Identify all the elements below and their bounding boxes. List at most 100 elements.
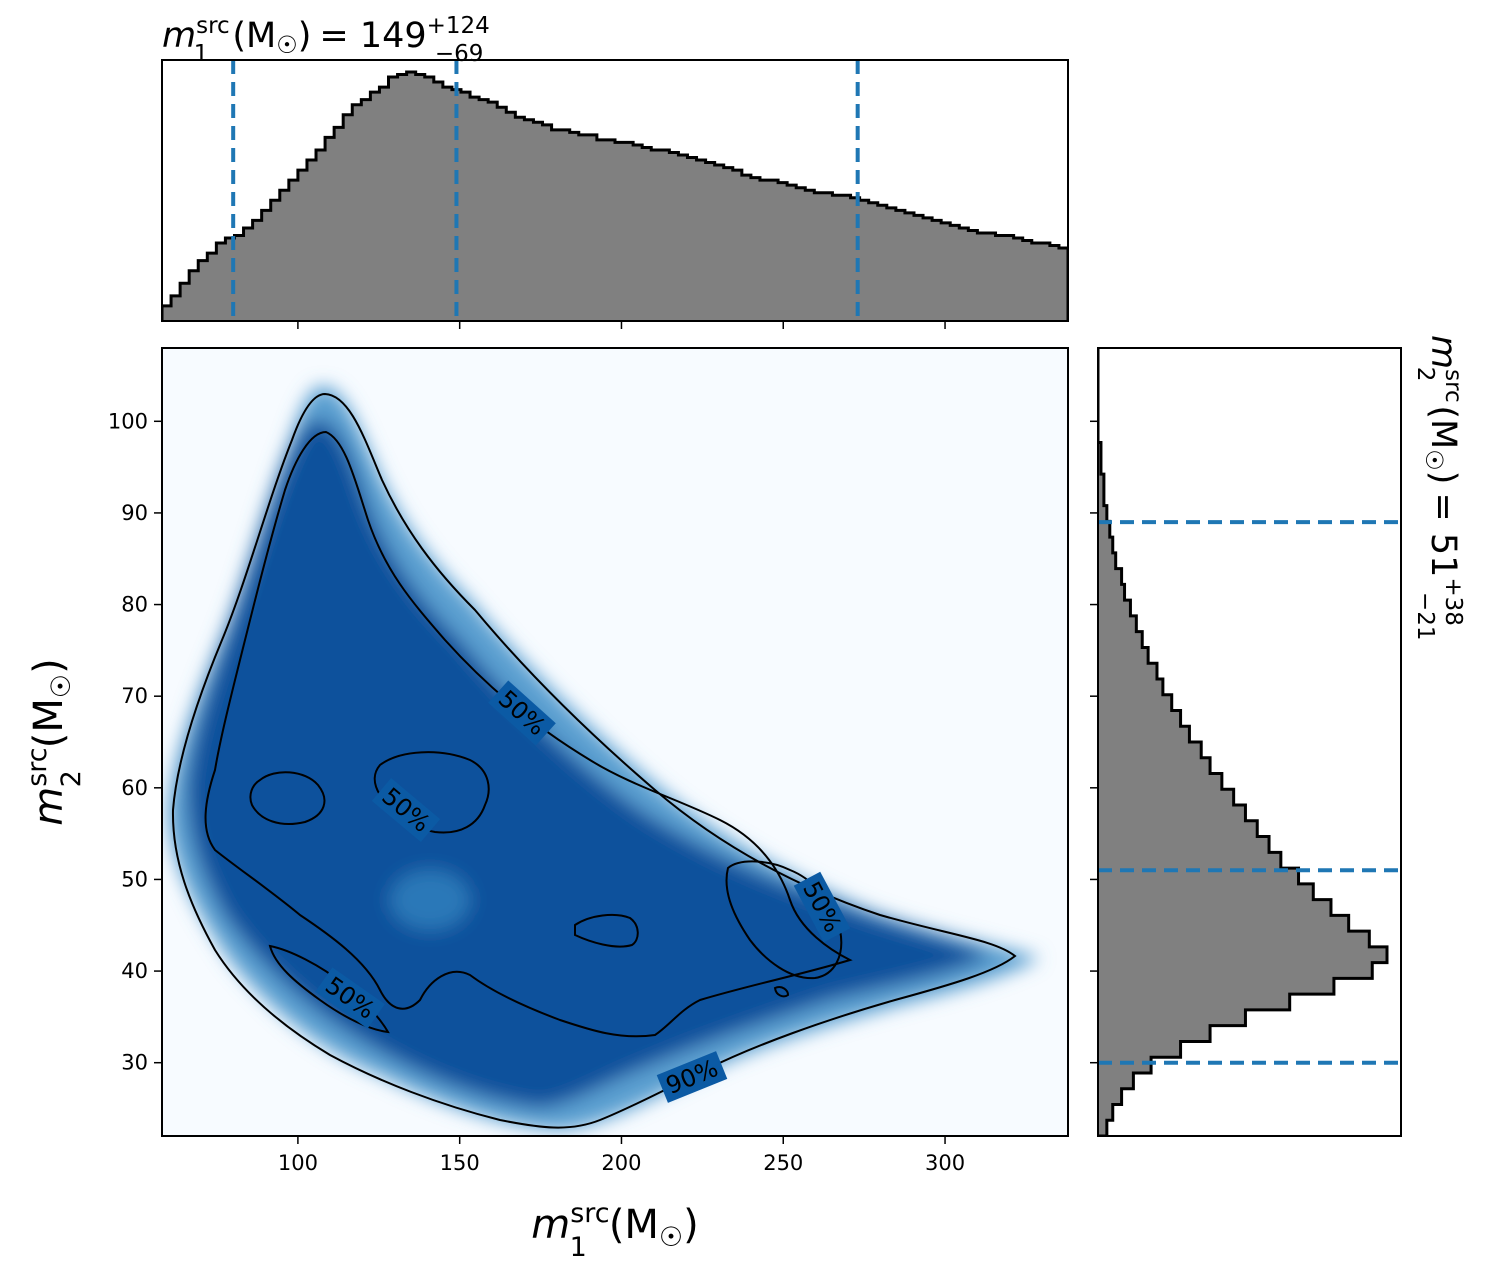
- m2-hist-bar: [1098, 1025, 1211, 1042]
- m1-hist-bar: [1040, 243, 1051, 321]
- m1-hist-bar: [669, 152, 679, 321]
- m1-hist-bar: [207, 253, 217, 321]
- m1-hist-bar: [596, 139, 607, 321]
- m2-hist-bar: [1098, 962, 1373, 979]
- m2-hist-bar: [1098, 615, 1137, 633]
- m1-hist-bar: [977, 232, 987, 321]
- m1-hist-bar: [506, 112, 516, 321]
- m2-title: msrc2(M☉)= 51+38−21: [1412, 335, 1466, 640]
- m1-hist-bar: [415, 74, 426, 321]
- m2-hist-bar: [1098, 663, 1157, 680]
- m1-hist-bar: [361, 99, 371, 321]
- m1-marginal-ticks: [297, 321, 946, 329]
- m1-hist-bar: [877, 205, 888, 321]
- m1-hist-bar: [343, 114, 353, 321]
- x-tick-label: 100: [278, 1151, 318, 1175]
- x-tick-label: 250: [763, 1151, 803, 1175]
- joint-panel-frame: [161, 347, 1069, 1137]
- m2-hist-bar: [1098, 631, 1143, 648]
- m1-hist-bar: [524, 119, 534, 321]
- m1-hist-bar: [542, 124, 553, 321]
- m1-hist-bar: [578, 134, 589, 321]
- m1-hist-bar: [732, 170, 743, 321]
- m1-hist-bar: [460, 92, 471, 321]
- density-mid-band: [390, 870, 470, 930]
- m1-hist-bar: [297, 170, 308, 321]
- m1-hist-bar: [433, 82, 444, 321]
- m1-hist-bar: [750, 177, 761, 321]
- m2-hist-bar: [1098, 1104, 1113, 1121]
- m1-hist-bar: [424, 77, 435, 321]
- m2-hist-bar: [1098, 883, 1314, 901]
- x-axis-label: msrc 1 (M☉): [531, 1198, 699, 1263]
- m1-hist-bar: [696, 160, 707, 321]
- m1-hist-bar: [714, 165, 725, 321]
- m2-hist-bar: [1098, 899, 1331, 916]
- y-tick-label: 80: [121, 593, 148, 617]
- m1-hist-bar: [279, 190, 290, 321]
- m2-hist-bar: [1098, 1057, 1152, 1074]
- m1-hist-bar: [1004, 235, 1015, 321]
- m2-hist-bar: [1098, 489, 1104, 507]
- m1-hist-bar: [950, 225, 960, 321]
- m1-hist-bar: [778, 182, 788, 321]
- m2-hist-outline: [1098, 348, 1389, 1136]
- m1-hist-bar: [986, 232, 997, 321]
- m2-marginal-frame: [1097, 347, 1402, 1137]
- m1-hist-bar: [162, 305, 172, 321]
- m1-hist-bar: [642, 147, 652, 321]
- m1-hist-bar: [234, 235, 245, 321]
- m1-hist-bar: [479, 99, 489, 321]
- m1-histogram: [162, 70, 1068, 321]
- m1-marginal-frame: [161, 59, 1069, 322]
- m1-hist-bar: [624, 142, 634, 321]
- m1-hist-bar: [189, 270, 199, 321]
- m2-hist-bar: [1098, 505, 1107, 522]
- m2-hist-bar: [1098, 1041, 1181, 1058]
- m2-hist-bar: [1098, 852, 1281, 869]
- m2-hist-bar: [1098, 568, 1122, 585]
- m1-marginal-panel: msrc 1 (M☉) = 149+124 −69: [161, 13, 1069, 329]
- m2-hist-bar: [1098, 789, 1234, 806]
- y-axis-ticks: 30 40 50 60 70 80 90 100: [108, 409, 162, 1075]
- m1-hist-bar: [442, 87, 453, 321]
- m1-hist-bar: [633, 144, 643, 321]
- m1-hist-bar: [587, 134, 598, 321]
- x-tick-label: 200: [601, 1151, 641, 1175]
- m1-hist-bar: [968, 230, 978, 321]
- m1-hist-bar: [723, 167, 734, 321]
- contour-lines: [171, 392, 1017, 1129]
- m1-hist-bar: [316, 149, 326, 321]
- m2-hist-bar: [1098, 678, 1163, 696]
- m2-hist-bar: [1098, 946, 1387, 964]
- contour-50-d: [574, 913, 639, 948]
- m1-hist-bar: [995, 235, 1006, 321]
- m1-hist-bar: [814, 192, 824, 321]
- m1-hist-bar: [488, 102, 498, 321]
- m1-hist-bar: [306, 160, 317, 321]
- m2-hist-bar: [1098, 600, 1131, 617]
- m1-hist-bar: [198, 260, 208, 321]
- m1-hist-bar: [1022, 240, 1033, 321]
- m1-hist-bar: [678, 155, 688, 321]
- m1-hist-bar: [270, 200, 281, 321]
- density-core: [187, 420, 990, 1108]
- m2-quantile-lines: [1098, 520, 1401, 1065]
- m2-hist-bar: [1098, 836, 1270, 853]
- m1-hist-bar: [805, 190, 815, 321]
- contour-50-a: [249, 771, 326, 826]
- contour-50-c: [725, 860, 843, 980]
- m1-hist-bar: [850, 197, 861, 321]
- m1-hist-bar: [895, 210, 906, 321]
- m2-hist-bar: [1098, 521, 1110, 538]
- m2-hist-bar: [1098, 1120, 1107, 1136]
- m1-hist-bar: [470, 97, 480, 321]
- m2-hist-bar: [1098, 742, 1202, 759]
- m2-hist-bar: [1098, 931, 1370, 948]
- m1-hist-bar: [352, 104, 362, 321]
- y-tick-label: 90: [121, 501, 148, 525]
- m1-hist-bar: [397, 74, 408, 321]
- m1-hist-bar: [605, 139, 616, 321]
- m1-hist-bar: [787, 185, 797, 321]
